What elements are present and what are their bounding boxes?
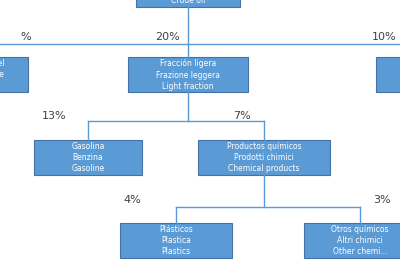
Text: Petróleo crudo
Petrolio
Crude oil: Petróleo crudo Petrolio Crude oil: [160, 0, 216, 5]
FancyBboxPatch shape: [0, 57, 28, 92]
FancyBboxPatch shape: [136, 0, 240, 7]
FancyBboxPatch shape: [34, 140, 142, 175]
Text: Otros químicos
Altri chimici
Other chemi...: Otros químicos Altri chimici Other chemi…: [331, 225, 389, 256]
FancyBboxPatch shape: [128, 57, 248, 92]
Text: Gasolina
Benzina
Gasoline: Gasolina Benzina Gasoline: [71, 142, 105, 173]
Text: 10%: 10%: [372, 32, 396, 42]
Text: 20%: 20%: [156, 32, 180, 42]
Text: Plásticos
Plastica
Plastics: Plásticos Plastica Plastics: [159, 225, 193, 256]
FancyBboxPatch shape: [198, 140, 330, 175]
FancyBboxPatch shape: [120, 223, 232, 258]
Text: 7%: 7%: [233, 111, 251, 121]
Text: Fracción ligera
Frazione leggera
Light fraction: Fracción ligera Frazione leggera Light f…: [156, 59, 220, 91]
Text: 3%: 3%: [373, 195, 391, 205]
Text: Productos químicos
Prodotti chimici
Chemical products: Productos químicos Prodotti chimici Chem…: [227, 142, 301, 173]
Text: %: %: [21, 32, 31, 42]
Text: 4%: 4%: [123, 195, 141, 205]
Text: 13%: 13%: [42, 111, 66, 121]
FancyBboxPatch shape: [304, 223, 400, 258]
Text: Diesel fuel
Transporte
Trasporti: Diesel fuel Transporte Trasporti: [0, 59, 4, 90]
FancyBboxPatch shape: [376, 57, 400, 92]
